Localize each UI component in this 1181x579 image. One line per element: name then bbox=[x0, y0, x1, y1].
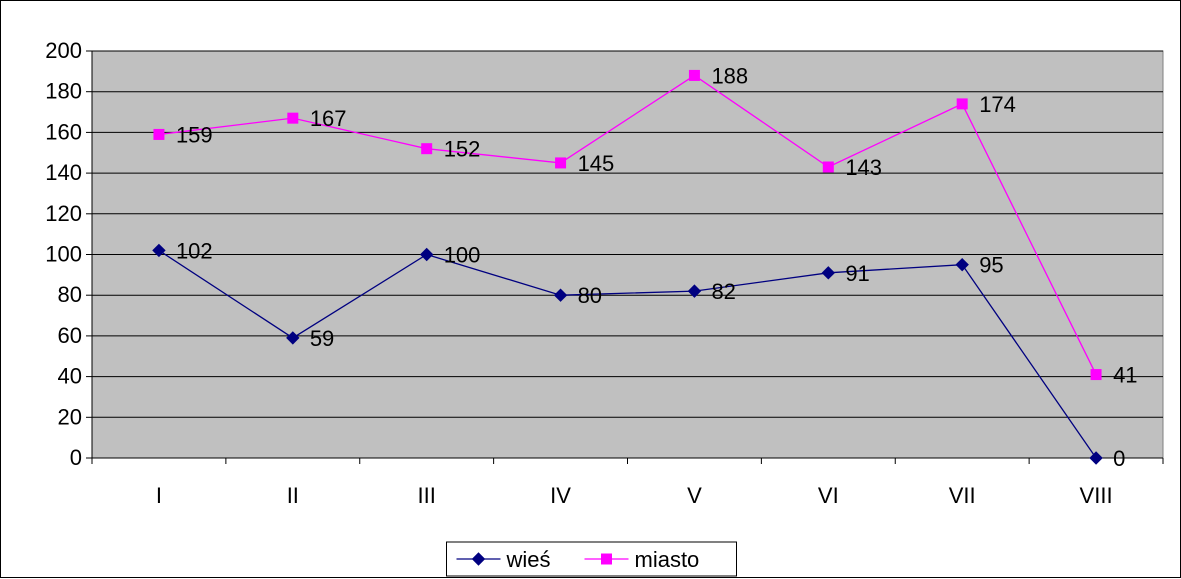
data-label: 167 bbox=[310, 106, 347, 131]
data-point bbox=[955, 257, 969, 272]
x-tick-label: II bbox=[287, 483, 299, 508]
data-point bbox=[419, 247, 434, 262]
data-label: 95 bbox=[979, 253, 1003, 278]
data-point bbox=[822, 161, 834, 173]
data-label: 174 bbox=[979, 92, 1016, 117]
series-line bbox=[158, 74, 1097, 375]
series-line bbox=[158, 249, 1097, 459]
data-label: 0 bbox=[1113, 446, 1125, 471]
y-tick-label: 20 bbox=[58, 404, 82, 429]
y-tick-label: 120 bbox=[45, 201, 82, 226]
y-tick-label: 160 bbox=[45, 119, 82, 144]
y-tick-label: 200 bbox=[45, 38, 82, 63]
data-labels: 102 59 100 80 82 91 95 0 159 167 152 145 188 143 174 41 bbox=[176, 63, 1138, 471]
data-point bbox=[1090, 369, 1102, 381]
data-point bbox=[553, 288, 568, 302]
data-point bbox=[286, 331, 300, 345]
data-label: 100 bbox=[444, 243, 481, 268]
data-label: 159 bbox=[176, 122, 213, 147]
y-tick-label: 40 bbox=[58, 364, 82, 389]
x-tick-label: V bbox=[687, 483, 702, 508]
data-point bbox=[287, 112, 299, 124]
data-point bbox=[688, 69, 700, 81]
y-tick-label: 0 bbox=[70, 445, 82, 470]
data-point bbox=[153, 128, 165, 140]
x-tick-label: I bbox=[156, 483, 162, 508]
y-tick-label: 60 bbox=[58, 323, 82, 348]
data-label: 59 bbox=[310, 326, 334, 351]
x-tick-label: VI bbox=[818, 483, 839, 508]
data-point bbox=[601, 553, 612, 565]
data-label: 152 bbox=[444, 137, 481, 162]
data-label: 80 bbox=[578, 283, 602, 308]
data-point bbox=[687, 284, 702, 298]
data-label: 41 bbox=[1113, 363, 1137, 388]
legend: wieś miasto bbox=[446, 541, 737, 577]
data-point bbox=[956, 98, 968, 110]
legend-label: wieś bbox=[506, 547, 551, 572]
data-point bbox=[1089, 451, 1103, 465]
data-label: 102 bbox=[176, 238, 213, 263]
y-tick-label: 80 bbox=[58, 282, 82, 307]
y-tick-label: 180 bbox=[45, 79, 82, 104]
x-tick-label: IV bbox=[550, 483, 571, 508]
x-tick-label: VII bbox=[949, 483, 976, 508]
y-tick-label: 140 bbox=[45, 160, 82, 185]
data-point bbox=[152, 243, 166, 258]
legend-label: miasto bbox=[635, 547, 700, 572]
x-tick-label: VIII bbox=[1080, 483, 1113, 508]
x-tick-label: III bbox=[418, 483, 436, 508]
data-point bbox=[555, 157, 567, 169]
data-label: 91 bbox=[845, 261, 869, 286]
data-label: 188 bbox=[711, 63, 748, 88]
data-label: 143 bbox=[845, 155, 882, 180]
data-label: 145 bbox=[578, 151, 615, 176]
data-point bbox=[421, 143, 433, 155]
data-label: 82 bbox=[711, 279, 735, 304]
data-point bbox=[821, 266, 836, 280]
data-point bbox=[471, 552, 486, 566]
gridlines bbox=[92, 50, 1163, 418]
series-layer bbox=[152, 69, 1103, 465]
y-tick-label: 100 bbox=[45, 242, 82, 267]
